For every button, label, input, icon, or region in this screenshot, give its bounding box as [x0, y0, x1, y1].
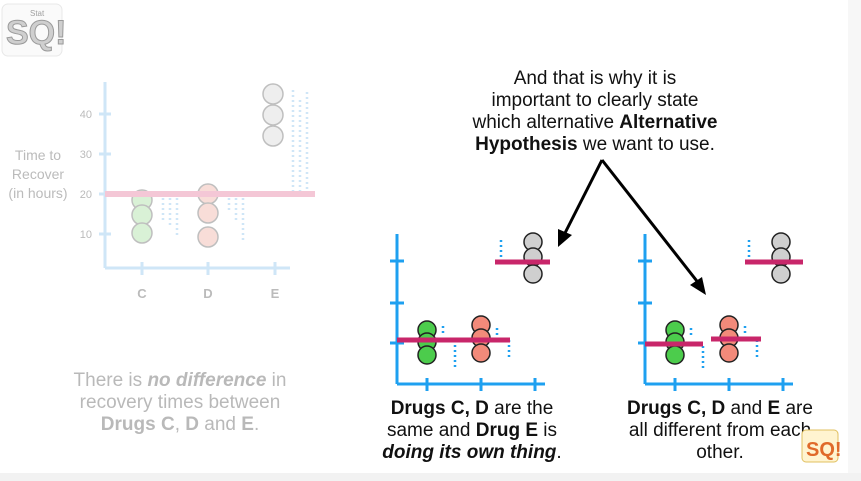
- data-point: [523, 264, 543, 284]
- arrow-right: [600, 159, 702, 286]
- data-point: [771, 264, 791, 284]
- bottom-strip: [0, 473, 861, 481]
- svg-text:Stat: Stat: [30, 9, 45, 18]
- data-point: [262, 83, 284, 105]
- residual-lines: [161, 90, 309, 240]
- xtick-label: D: [203, 286, 212, 301]
- svg-text:SQ!: SQ!: [806, 439, 840, 461]
- middle-caption: Drugs C, D are the same and Drug E is do…: [382, 398, 562, 463]
- arrow-left: [562, 159, 604, 236]
- middle-chart: [390, 232, 550, 391]
- data-point: [719, 343, 739, 363]
- data-point: [262, 125, 284, 147]
- right-edge-panel: [848, 0, 861, 473]
- data-point: [471, 343, 491, 363]
- statquest-mini-logo: SQ!: [801, 429, 840, 463]
- statquest-logo: SQ! Stat: [1, 3, 67, 57]
- right-caption: Drugs C, D and E are all different from …: [627, 398, 813, 463]
- data-point: [131, 204, 153, 226]
- residual-lines: [689, 240, 759, 368]
- data-point: [131, 222, 153, 244]
- data-point: [262, 104, 284, 126]
- data-point: [665, 345, 685, 365]
- ytick-label: 20: [80, 189, 92, 201]
- top-explanation: And that is why it is important to clear…: [472, 68, 718, 155]
- left-chart: 40 30 20 10 C D E Time to Recover (in ho…: [8, 82, 315, 301]
- residual-lines: [441, 240, 511, 368]
- ytick-label: 40: [80, 109, 92, 121]
- y-axis-label: (in hours): [8, 185, 67, 201]
- y-axis-label: Time to: [15, 147, 61, 163]
- left-caption: There is no difference in recovery times…: [73, 370, 287, 435]
- right-chart: [638, 232, 803, 391]
- arrowhead-left: [558, 229, 572, 247]
- y-axis-label: Recover: [12, 166, 64, 182]
- svg-text:SQ!: SQ!: [6, 14, 66, 52]
- ytick-label: 10: [80, 229, 92, 241]
- data-point: [417, 345, 437, 365]
- arrowhead-right: [690, 277, 706, 295]
- xtick-label: C: [137, 286, 147, 301]
- data-point: [197, 202, 219, 224]
- data-point: [197, 226, 219, 248]
- xtick-label: E: [271, 286, 280, 301]
- ytick-label: 30: [80, 149, 92, 161]
- arrows: [558, 159, 706, 295]
